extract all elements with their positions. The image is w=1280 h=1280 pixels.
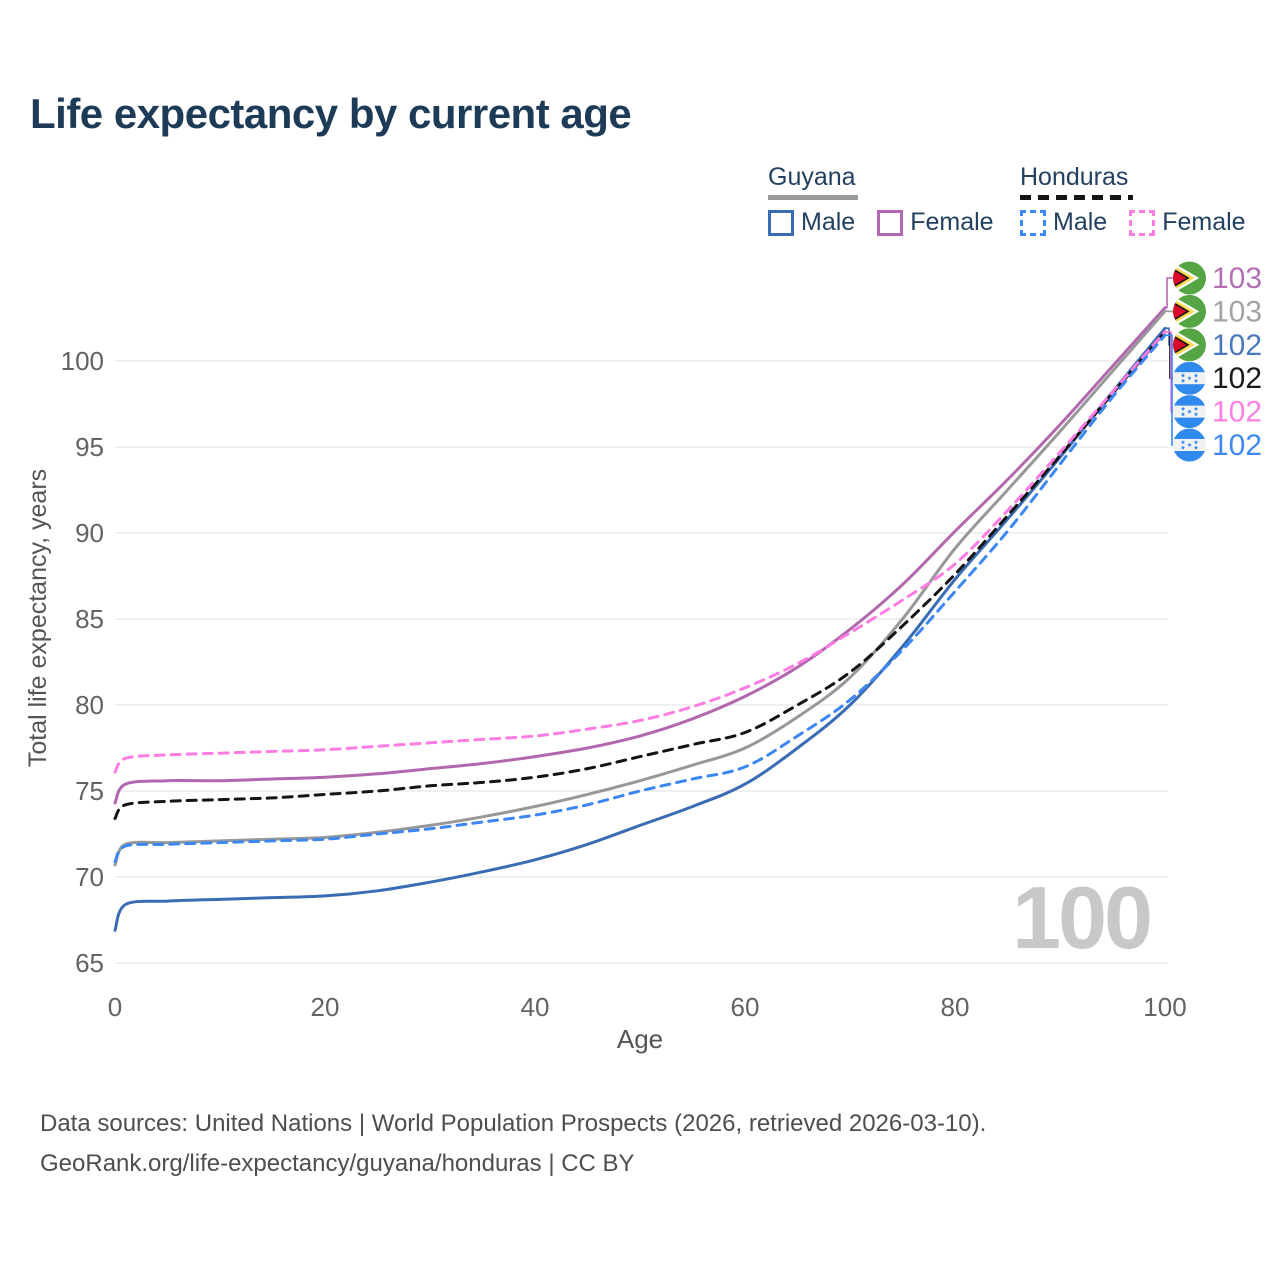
legend-label: Male: [1053, 208, 1108, 236]
age-counter-watermark: 100: [1012, 868, 1153, 967]
end-value-label-guyana-both-sexes: 103: [1212, 295, 1262, 328]
series-line-honduras-male[interactable]: [113, 333, 1167, 863]
y-tick-label-65: 65: [75, 948, 104, 978]
legend-item-honduras-female[interactable]: Female: [1129, 208, 1246, 237]
series-line-guyana-male[interactable]: [113, 326, 1167, 932]
honduras-flag-icon: [1173, 428, 1206, 462]
end-value-label-guyana-male: 102: [1212, 329, 1262, 362]
footer-attribution: GeoRank.org/life-expectancy/guyana/hondu…: [40, 1150, 635, 1177]
x-tick-label-20: 20: [311, 992, 340, 1022]
series-line-honduras-female[interactable]: [113, 330, 1167, 774]
y-tick-label-95: 95: [75, 432, 104, 462]
y-tick-label-75: 75: [75, 776, 104, 806]
legend-item-honduras-male[interactable]: Male: [1020, 208, 1107, 237]
y-tick-label-85: 85: [75, 604, 104, 634]
y-tick-label-80: 80: [75, 690, 104, 720]
honduras-flag-icon: [1173, 395, 1206, 429]
legend-underline-guyana: [768, 195, 858, 200]
legend-label: Female: [1162, 208, 1246, 236]
end-value-label-guyana-female: 103: [1212, 262, 1262, 295]
legend-group-honduras: Honduras Male Female: [1020, 162, 1246, 237]
end-value-label-honduras-female: 102: [1212, 396, 1262, 429]
legend-country-honduras[interactable]: Honduras: [1020, 163, 1129, 191]
x-tick-label-0: 0: [108, 992, 122, 1022]
guyana-female-swatch-icon: [877, 209, 904, 236]
x-axis-title: Age: [617, 1024, 663, 1054]
legend-label: Female: [910, 208, 994, 236]
series-line-guyana-female[interactable]: [113, 306, 1167, 805]
legend-underline-honduras: [1020, 195, 1133, 200]
guyana-flag-icon: [1173, 261, 1206, 295]
page-title: Life expectancy by current age: [30, 90, 632, 137]
y-tick-label-100: 100: [61, 346, 104, 376]
legend-item-guyana-female[interactable]: Female: [877, 208, 994, 237]
y-tick-label-70: 70: [75, 862, 104, 892]
honduras-flag-icon: [1173, 361, 1206, 395]
legend-item-guyana-male[interactable]: Male: [768, 208, 855, 237]
legend-country-guyana[interactable]: Guyana: [768, 163, 856, 191]
x-tick-label-60: 60: [731, 992, 760, 1022]
honduras-female-swatch-icon: [1129, 209, 1156, 236]
x-tick-label-40: 40: [521, 992, 550, 1022]
footer: Data sources: United Nations | World Pop…: [40, 1104, 986, 1184]
series-line-guyana-both-sexes[interactable]: [113, 309, 1167, 867]
guyana-male-swatch-icon: [768, 209, 794, 236]
end-label-connector-guyana-female: [1165, 277, 1173, 309]
guyana-flag-icon: [1173, 328, 1206, 362]
footer-data-sources: Data sources: United Nations | World Pop…: [40, 1110, 987, 1137]
end-label-connector-honduras-male: [1165, 334, 1173, 446]
legend-label: Male: [801, 208, 856, 236]
guyana-flag-icon: [1173, 294, 1206, 328]
y-axis-title: Total life expectancy, years: [24, 469, 52, 767]
x-tick-label-100: 100: [1143, 992, 1186, 1022]
honduras-male-swatch-icon: [1020, 209, 1046, 236]
end-value-label-honduras-male: 102: [1212, 429, 1262, 462]
series-line-honduras-both-sexes[interactable]: [113, 330, 1167, 820]
series-layer: [113, 306, 1167, 932]
end-value-label-honduras-both-sexes: 102: [1212, 362, 1262, 395]
x-tick-label-80: 80: [941, 992, 970, 1022]
y-tick-label-90: 90: [75, 518, 104, 548]
legend-group-guyana: Guyana Male Female: [768, 162, 994, 237]
